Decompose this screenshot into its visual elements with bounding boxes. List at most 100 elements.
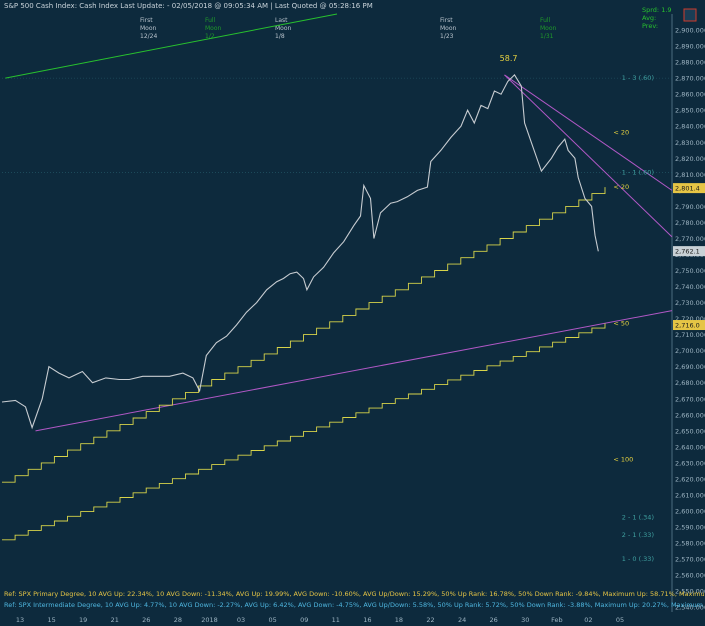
- y-tick-label: 2,560.000: [675, 572, 705, 580]
- level-marker: 2 - 1 (.33): [622, 531, 654, 539]
- level-marker: 1 - 1 (.60): [622, 169, 654, 177]
- y-tick-label: 2,630.000: [675, 459, 705, 467]
- trend-line-purple_down2: [504, 74, 673, 238]
- moon-phase-label: First: [440, 17, 453, 24]
- y-tick-label: 2,820.000: [675, 155, 705, 163]
- x-tick-label: 18: [395, 616, 403, 624]
- x-tick-label: 19: [79, 616, 87, 624]
- header-stat: Avg:: [642, 14, 656, 22]
- y-tick-label: 2,710.000: [675, 331, 705, 339]
- price-box-label: 2,801.4: [675, 185, 700, 193]
- chart-title: S&P 500 Cash Index: Cash Index Last Upda…: [4, 2, 373, 10]
- level-marker: < 50: [613, 319, 629, 327]
- y-tick-label: 2,670.000: [675, 395, 705, 403]
- moon-date-label: 1/23: [440, 33, 454, 40]
- y-tick-label: 2,650.000: [675, 427, 705, 435]
- peak-label: 58.7: [500, 54, 518, 63]
- y-tick-label: 2,720.000: [675, 315, 705, 323]
- y-tick-label: 2,740.000: [675, 283, 705, 291]
- x-tick-label: 30: [521, 616, 529, 624]
- y-tick-label: 2,570.000: [675, 556, 705, 564]
- y-tick-label: 2,900.000: [675, 27, 705, 35]
- y-tick-label: 2,790.000: [675, 203, 705, 211]
- moon-phase-label: Full: [540, 17, 551, 24]
- stair-band-upper_band: [2, 187, 606, 483]
- x-tick-label: 24: [458, 616, 466, 624]
- trend-line-purple_low: [35, 310, 673, 432]
- y-tick-label: 2,730.000: [675, 299, 705, 307]
- price-box: [673, 320, 705, 331]
- y-tick-label: 2,890.000: [675, 43, 705, 51]
- x-tick-label: 21: [111, 616, 119, 624]
- price-box: [673, 246, 705, 257]
- y-tick-label: 2,780.000: [675, 219, 705, 227]
- y-tick-label: 2,850.000: [675, 107, 705, 115]
- price-box-label: 2,716.0: [675, 322, 700, 330]
- x-tick-label: 05: [616, 616, 624, 624]
- x-tick-label: 15: [47, 616, 55, 624]
- x-tick-label: 05: [268, 616, 276, 624]
- moon-date-label: 1/8: [275, 33, 285, 40]
- y-tick-label: 2,610.000: [675, 491, 705, 499]
- y-tick-label: 2,620.000: [675, 475, 705, 483]
- y-tick-label: 2,880.000: [675, 59, 705, 67]
- header-stat: Sprd: 1.9: [642, 6, 672, 14]
- footer-stat-line: Ref: SPX Intermediate Degree, 10 AVG Up:…: [4, 601, 705, 609]
- y-tick-label: 2,870.000: [675, 75, 705, 83]
- moon-name-label: Moon: [440, 25, 457, 32]
- y-tick-label: 2,830.000: [675, 139, 705, 147]
- moon-date-label: 1/2: [205, 33, 215, 40]
- level-marker: 1 - 0 (.33): [622, 555, 654, 563]
- level-marker: < 100: [613, 456, 633, 464]
- settings-icon: [683, 8, 697, 22]
- price-box: [673, 183, 705, 194]
- level-marker: 1 - 3 (.60): [622, 74, 654, 82]
- level-marker: 2 - 1 (.34): [622, 513, 654, 521]
- x-tick-label: 2018: [201, 616, 218, 624]
- moon-date-label: 12/24: [140, 33, 157, 40]
- x-tick-label: 13: [16, 616, 24, 624]
- price-line: [1, 74, 599, 430]
- footer-stat-line: Ref: SPX Primary Degree, 10 AVG Up: 22.3…: [4, 590, 705, 598]
- y-tick-label: 2,540.000: [675, 604, 705, 612]
- trend-line-purple_down1: [504, 74, 673, 191]
- moon-phase-label: First: [140, 17, 153, 24]
- y-tick-label: 2,690.000: [675, 363, 705, 371]
- y-tick-label: 2,590.000: [675, 524, 705, 532]
- y-tick-label: 2,680.000: [675, 379, 705, 387]
- level-marker: < 20: [613, 129, 629, 137]
- moon-name-label: Moon: [540, 25, 557, 32]
- y-tick-label: 2,750.000: [675, 267, 705, 275]
- x-tick-label: 09: [300, 616, 308, 624]
- x-tick-label: 28: [174, 616, 182, 624]
- y-tick-label: 2,660.000: [675, 411, 705, 419]
- header-stat: Prev:: [642, 22, 658, 30]
- moon-phase-label: Last: [275, 17, 288, 24]
- trend-line-green_top: [5, 13, 338, 79]
- y-tick-label: 2,860.000: [675, 91, 705, 99]
- y-tick-label: 2,600.000: [675, 507, 705, 515]
- x-tick-label: 03: [237, 616, 245, 624]
- y-tick-label: 2,580.000: [675, 540, 705, 548]
- y-tick-label: 2,810.000: [675, 171, 705, 179]
- moon-name-label: Moon: [205, 25, 222, 32]
- x-tick-label: Feb: [551, 616, 563, 624]
- y-tick-label: 2,700.000: [675, 347, 705, 355]
- y-tick-label: 2,770.000: [675, 235, 705, 243]
- x-tick-label: 26: [490, 616, 498, 624]
- level-marker: < 20: [613, 183, 629, 191]
- moon-date-label: 1/31: [540, 33, 554, 40]
- stair-band-lower_band: [2, 323, 606, 541]
- y-tick-label: 2,550.000: [675, 588, 705, 596]
- moon-name-label: Moon: [140, 25, 157, 32]
- x-tick-label: 22: [426, 616, 434, 624]
- y-tick-label: 2,640.000: [675, 443, 705, 451]
- price-box-label: 2,762.1: [675, 248, 700, 256]
- x-tick-label: 11: [332, 616, 340, 624]
- x-tick-label: 02: [584, 616, 592, 624]
- y-tick-label: 2,840.000: [675, 123, 705, 131]
- x-tick-label: 26: [142, 616, 150, 624]
- x-tick-label: 16: [363, 616, 371, 624]
